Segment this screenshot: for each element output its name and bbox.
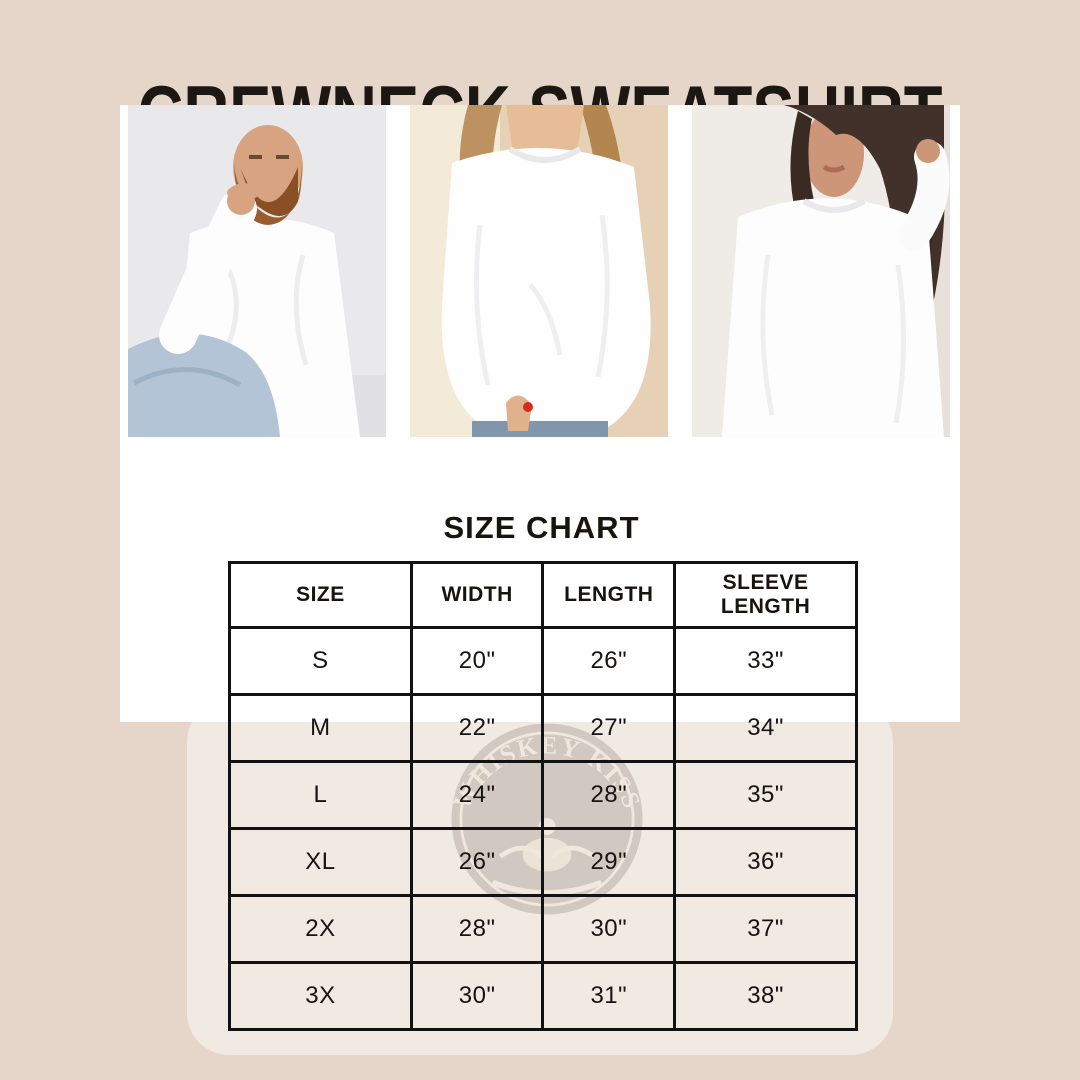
size-cell: 2X [228, 894, 413, 964]
table-row: M 22" 27" 34" [228, 693, 858, 763]
jeans [128, 333, 280, 437]
width-cell: 28" [409, 894, 545, 964]
photo-woman-front-white-crewneck [410, 105, 668, 437]
column-header-width: WIDTH [409, 561, 545, 629]
sweatshirt-torso [722, 198, 944, 437]
collar [802, 198, 866, 213]
sleeve-cell: 38" [673, 961, 858, 1031]
width-cell: 22" [409, 693, 545, 763]
size-chart-heading: SIZE CHART [443, 510, 640, 545]
lips [822, 164, 846, 173]
size-cell: 3X [228, 961, 413, 1031]
size-cell: M [228, 693, 413, 763]
sweatshirt-torso [441, 147, 651, 428]
size-chart-table: SIZE WIDTH LENGTH SLEEVE LENGTH S 20" 26… [228, 561, 858, 1031]
sleeve-cell: 36" [673, 827, 858, 897]
product-card [120, 105, 960, 722]
product-photos [120, 105, 960, 437]
length-cell: 31" [541, 961, 677, 1031]
length-cell: 28" [541, 760, 677, 830]
red-nail [523, 402, 533, 412]
length-cell: 30" [541, 894, 677, 964]
column-header-length: LENGTH [541, 561, 677, 629]
sleeve-cell: 34" [673, 693, 858, 763]
table-row: XL 26" 29" 36" [228, 827, 858, 897]
sleeve-cell: 37" [673, 894, 858, 964]
collar [508, 146, 582, 163]
column-header-size: SIZE [228, 561, 413, 629]
width-cell: 30" [409, 961, 545, 1031]
hand [916, 139, 940, 163]
length-cell: 26" [541, 626, 677, 696]
sleeve-arm [159, 190, 257, 354]
width-cell: 26" [409, 827, 545, 897]
table-row: 2X 28" 30" 37" [228, 894, 858, 964]
sleeve-arm-raised [898, 141, 950, 251]
sleeve-cell: 33" [673, 626, 858, 696]
table-row: 3X 30" 31" 38" [228, 961, 858, 1031]
size-cell: S [228, 626, 413, 696]
width-cell: 24" [409, 760, 545, 830]
photo-woman-dark-hair-white-crewneck [692, 105, 950, 437]
sleeve-cell: 35" [673, 760, 858, 830]
length-cell: 29" [541, 827, 677, 897]
size-cell: L [228, 760, 413, 830]
photo-man-seated-white-crewneck [128, 105, 386, 437]
table-row: L 24" 28" 35" [228, 760, 858, 830]
hand [506, 395, 532, 431]
table-row: S 20" 26" 33" [228, 626, 858, 696]
length-cell: 27" [541, 693, 677, 763]
neck [506, 105, 584, 157]
column-header-sleeve: SLEEVE LENGTH [673, 561, 858, 629]
jeans [472, 421, 608, 437]
table-header-row: SIZE WIDTH LENGTH SLEEVE LENGTH [228, 561, 858, 629]
size-cell: XL [228, 827, 413, 897]
width-cell: 20" [409, 626, 545, 696]
